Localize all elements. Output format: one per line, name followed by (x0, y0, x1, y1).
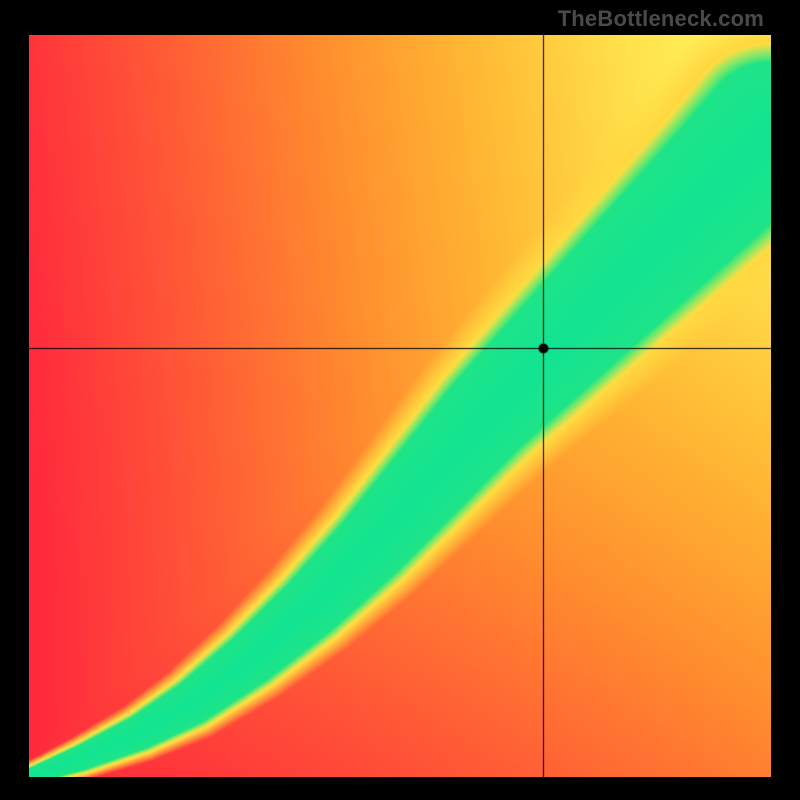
chart-container: TheBottleneck.com (0, 0, 800, 800)
watermark-text: TheBottleneck.com (558, 6, 764, 32)
bottleneck-heatmap (29, 35, 771, 777)
